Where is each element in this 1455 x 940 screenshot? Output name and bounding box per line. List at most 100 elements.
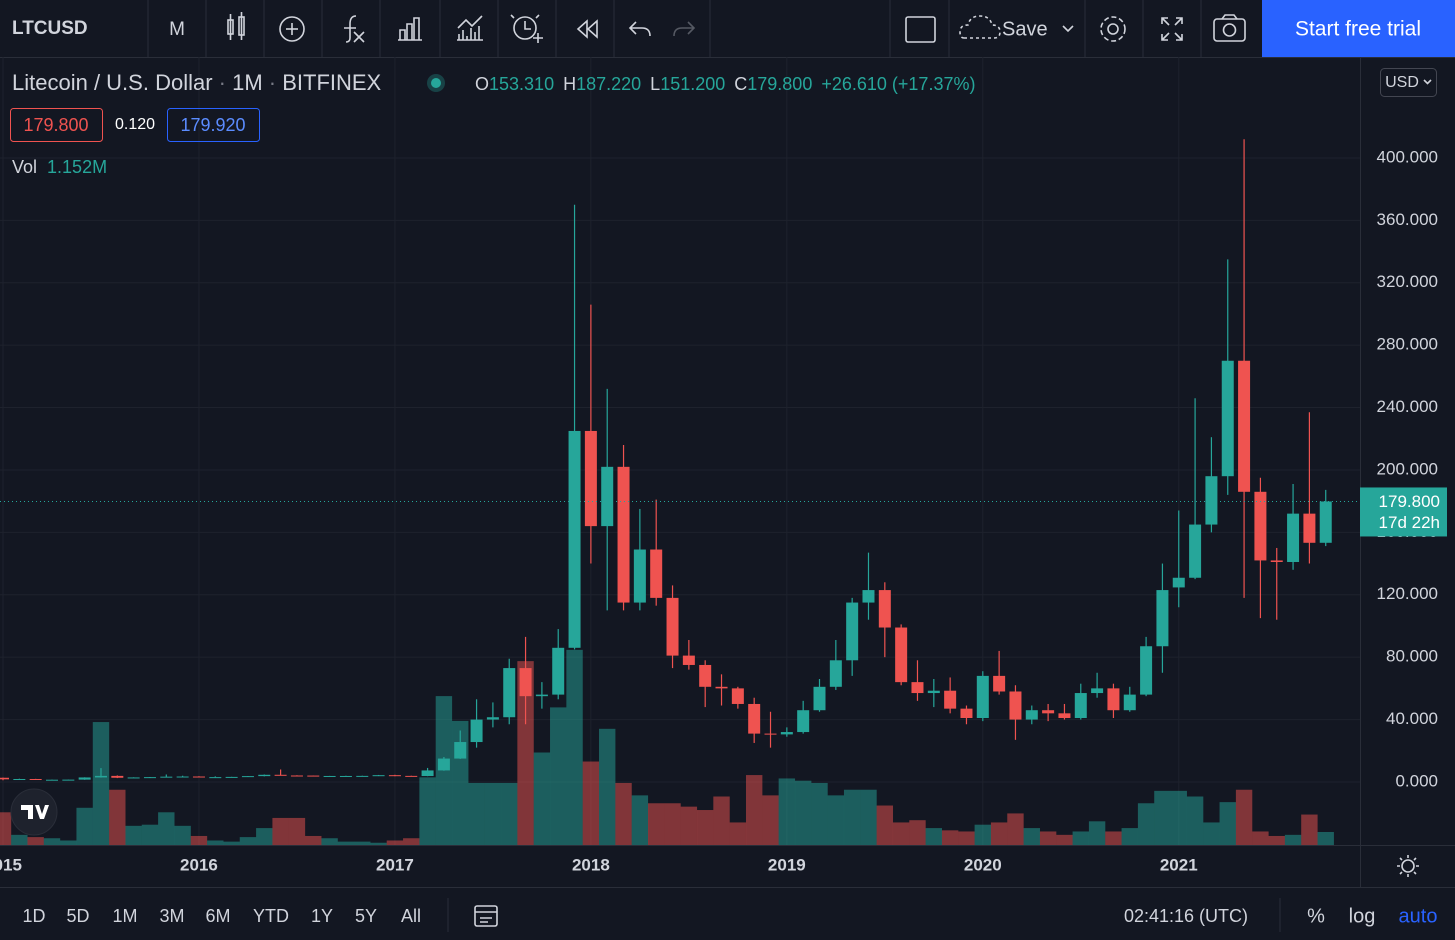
candle-body <box>225 776 238 778</box>
volume-bar <box>1007 813 1024 845</box>
range-button[interactable]: 1Y <box>311 906 333 926</box>
symbol[interactable]: LTCUSD <box>12 18 88 39</box>
y-tick-label: 320.000 <box>1377 272 1438 291</box>
volume-bar <box>990 822 1008 845</box>
candle-body <box>731 688 744 704</box>
compare-icon[interactable] <box>279 16 305 42</box>
ask[interactable]: 179.920 <box>180 115 245 135</box>
redo-icon[interactable] <box>673 21 696 37</box>
save-button[interactable]: Save <box>1002 18 1048 40</box>
clock: 02:41:16 (UTC) <box>1124 906 1248 926</box>
auto-toggle[interactable]: auto <box>1399 905 1438 927</box>
volume-bar <box>1023 828 1040 845</box>
layout-icon[interactable] <box>457 15 483 41</box>
candle-body <box>601 466 614 527</box>
candle-body <box>535 694 548 697</box>
trial-button[interactable] <box>1262 0 1455 57</box>
currency-button[interactable] <box>1380 68 1437 97</box>
toolbar: LTCUSD M Save Start free trial <box>0 0 1455 58</box>
volume-bar <box>811 782 828 845</box>
replay-icon[interactable] <box>576 19 598 39</box>
bid[interactable]: 179.800 <box>23 115 88 135</box>
settings-icon[interactable] <box>1100 16 1126 42</box>
y-tick-label: 280.000 <box>1377 335 1438 354</box>
alert-icon[interactable] <box>510 14 543 43</box>
candle-body <box>62 779 75 781</box>
fullscreen-icon[interactable] <box>1161 17 1183 41</box>
candle-body <box>846 602 859 661</box>
candle-body <box>519 668 532 697</box>
log-toggle[interactable]: log <box>1349 905 1376 927</box>
volume-bar <box>1203 822 1220 845</box>
candle-body <box>862 590 875 603</box>
volume-bar <box>762 795 779 845</box>
range-button[interactable]: 5D <box>66 906 89 926</box>
candle-body <box>339 775 352 777</box>
axis-settings-icon[interactable] <box>1397 855 1419 877</box>
interval-button[interactable]: M <box>169 19 185 40</box>
candle-body <box>993 675 1006 692</box>
templates-icon[interactable] <box>398 17 422 41</box>
candle-body <box>682 655 695 665</box>
range-button[interactable]: 1D <box>22 906 45 926</box>
buy-button[interactable] <box>167 108 260 142</box>
ohlc-key: C <box>734 74 747 94</box>
trial-button-label[interactable]: Start free trial <box>1295 18 1421 41</box>
volume-bar <box>794 780 812 845</box>
range-button[interactable]: 3M <box>159 906 184 926</box>
undo-icon[interactable] <box>628 21 651 37</box>
bottom-bar: 02:41:16 (UTC) % log auto 1D 5D 1M 3M 6M YTD 1… <box>22 898 1437 932</box>
volume-bar <box>550 707 567 845</box>
currency[interactable]: USD <box>1385 74 1419 91</box>
candle-body <box>927 690 940 694</box>
volume-bar <box>370 842 387 845</box>
percent-toggle[interactable]: % <box>1307 905 1325 927</box>
candle-body <box>911 682 924 694</box>
currency-chevron[interactable] <box>1423 79 1432 85</box>
candle-body <box>1058 713 1071 719</box>
volume-bar <box>141 824 159 845</box>
candle-body <box>94 775 107 778</box>
volume-bar <box>11 834 28 845</box>
x-tick-label: 2019 <box>768 855 806 874</box>
volume-bar <box>125 825 142 845</box>
volume-bar <box>354 841 371 845</box>
range-button[interactable]: YTD <box>253 906 289 926</box>
volume-bar <box>27 837 44 845</box>
range-button[interactable]: 1M <box>112 906 137 926</box>
instrument: Litecoin / U.S. Dollar <box>12 70 213 95</box>
snapshot-icon[interactable] <box>1213 14 1246 42</box>
range-button[interactable]: 5Y <box>355 906 377 926</box>
countdown: 17d 22h <box>1379 513 1440 532</box>
candle-body <box>1303 513 1316 543</box>
x-tick-label: 2015 <box>0 855 22 874</box>
date-range-icon[interactable] <box>474 905 498 927</box>
save-menu-icon[interactable] <box>1062 25 1074 33</box>
volume-bar <box>827 795 845 845</box>
candle-body <box>1270 560 1283 563</box>
range-button[interactable]: 6M <box>205 906 230 926</box>
candle-body <box>1319 501 1332 543</box>
volume-bar <box>566 649 583 845</box>
volume-bar <box>1284 834 1302 845</box>
volume-bar <box>223 841 240 845</box>
y-tick-label: 240.000 <box>1377 397 1438 416</box>
layout-select-icon[interactable] <box>905 16 936 43</box>
candle-body <box>241 776 254 778</box>
indicators-icon[interactable] <box>344 15 365 43</box>
chart-type-icon[interactable] <box>227 12 245 40</box>
last-price-background <box>1360 487 1447 537</box>
candle-body <box>1042 710 1055 714</box>
legend-interval: 1M <box>232 70 263 95</box>
range-button[interactable]: All <box>401 906 421 926</box>
candle-body <box>78 777 91 780</box>
candle-body <box>552 647 565 695</box>
cloud-icon[interactable] <box>959 15 1001 39</box>
legend: Litecoin / U.S. Dollar · 1M · BITFINEX O… <box>10 70 975 177</box>
volume-bar <box>843 789 861 845</box>
volume-bar <box>1186 796 1204 845</box>
sell-button[interactable] <box>10 108 103 142</box>
ohlc-value: 187.220 <box>576 74 641 94</box>
volume-bar <box>0 812 12 845</box>
volume-bar <box>337 841 355 845</box>
